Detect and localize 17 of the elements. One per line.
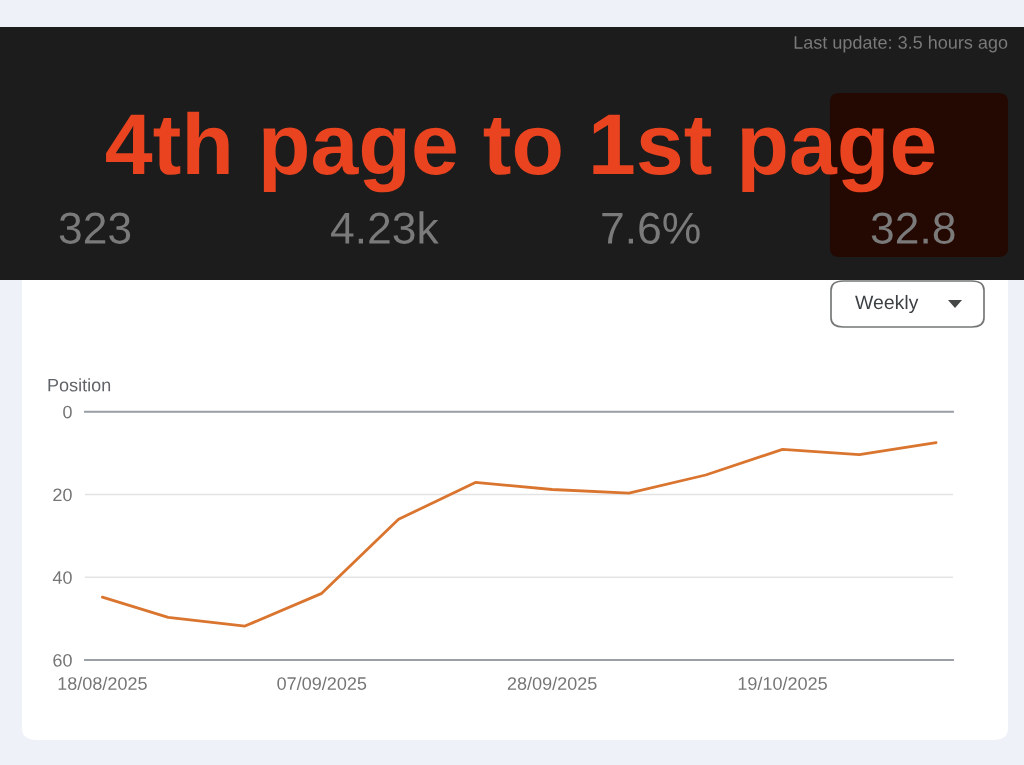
x-tick-label: 18/08/2025 [58, 676, 147, 690]
x-tick-label: 07/09/2025 [277, 676, 367, 690]
y-tick-label: 60 [53, 653, 72, 667]
text: Last update: 3.5 hours ago [794, 35, 1008, 53]
chart-title: 4th page to 1st page [106, 111, 935, 193]
y-tick-label: 40 [52, 571, 72, 584]
text: 4.23k [331, 211, 439, 244]
y-axis-title: Position [48, 378, 111, 392]
x-tick-label: 28/09/2025 [507, 676, 597, 690]
text: 323 [59, 212, 131, 244]
x-tick-label: 19/10/2025 [738, 676, 827, 690]
y-tick-label: 0 [63, 405, 72, 419]
text: 7.6% [602, 212, 700, 244]
text: 32.8 [871, 212, 955, 244]
text: Weekly [855, 294, 919, 314]
y-tick-label: 20 [53, 488, 72, 502]
line-series [100, 441, 938, 628]
